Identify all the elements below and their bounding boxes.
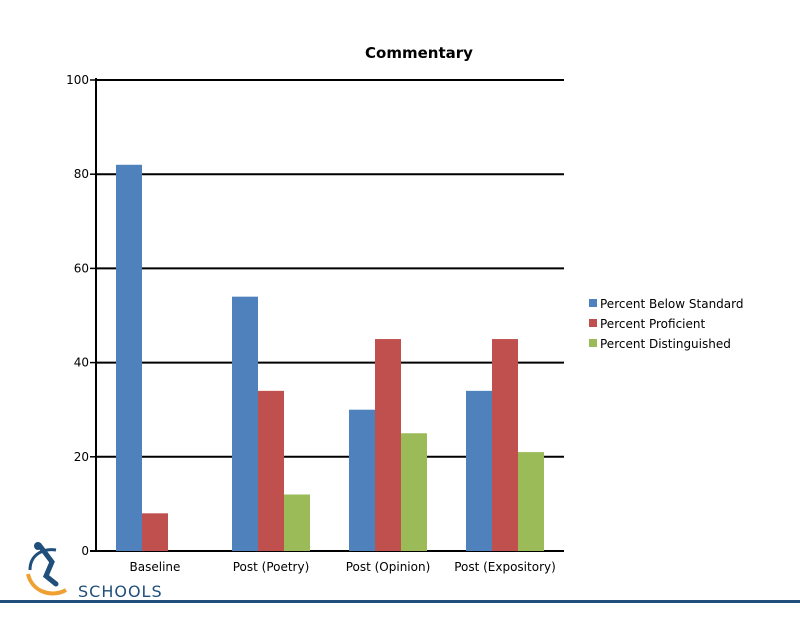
bar [466, 390, 492, 551]
chart-title: Commentary [365, 44, 473, 62]
logo-text: SCHOOLS [78, 582, 163, 601]
bar [375, 339, 401, 551]
y-tick-label: 20 [74, 450, 89, 464]
y-tick-label: 40 [74, 356, 89, 370]
school-logo-icon [26, 542, 67, 596]
footer-divider [0, 600, 800, 603]
legend-label: Percent Distinguished [600, 337, 731, 351]
bar [492, 339, 518, 551]
x-tick-label: Post (Poetry) [233, 560, 310, 574]
bar [284, 494, 310, 551]
y-tick-label: 80 [74, 167, 89, 181]
legend-swatch [589, 299, 597, 307]
legend-label: Percent Proficient [600, 317, 705, 331]
bar [349, 409, 375, 551]
y-tick-label: 60 [74, 261, 89, 275]
bar [401, 433, 427, 551]
legend-label: Percent Below Standard [600, 297, 743, 311]
x-tick-label: Post (Expository) [454, 560, 556, 574]
x-tick-label: Baseline [130, 560, 181, 574]
legend-swatch [589, 319, 597, 327]
bar [258, 390, 284, 551]
bar [116, 164, 142, 551]
y-tick-label: 100 [66, 73, 89, 87]
bar [518, 452, 544, 551]
bar [232, 296, 258, 551]
bar [142, 513, 168, 551]
legend-swatch [589, 339, 597, 347]
y-tick-label: 0 [81, 544, 89, 558]
x-tick-label: Post (Opinion) [346, 560, 431, 574]
